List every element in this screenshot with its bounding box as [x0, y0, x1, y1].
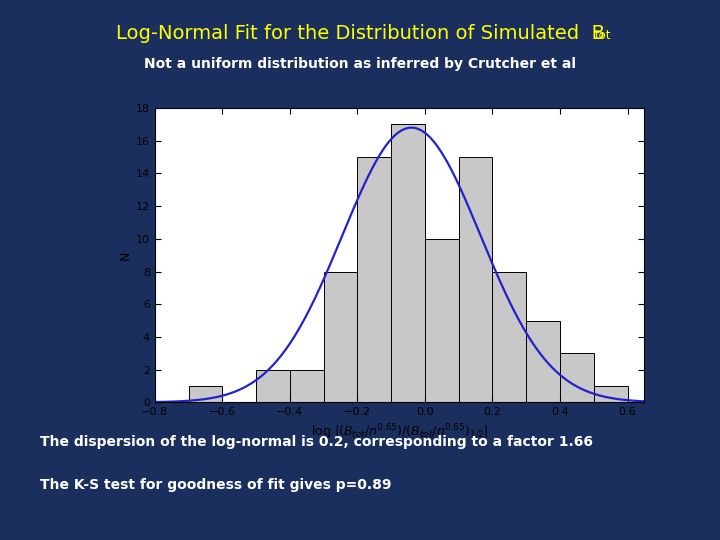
Bar: [560, 353, 594, 402]
Text: Log-Normal Fit for the Distribution of Simulated  B: Log-Normal Fit for the Distribution of S…: [115, 24, 605, 43]
Bar: [391, 124, 425, 402]
Bar: [492, 272, 526, 402]
X-axis label: log $|(B_{tot}/n^{0.65})/(B_{tot}/n^{0.65})_{1/2}|$: log $|(B_{tot}/n^{0.65})/(B_{tot}/n^{0.6…: [311, 423, 488, 442]
Text: tot: tot: [595, 29, 611, 42]
Text: The K-S test for goodness of fit gives p=0.89: The K-S test for goodness of fit gives p…: [40, 478, 391, 492]
Y-axis label: N: N: [119, 251, 132, 260]
Text: The dispersion of the log-normal is 0.2, corresponding to a factor 1.66: The dispersion of the log-normal is 0.2,…: [40, 435, 593, 449]
Bar: [425, 239, 459, 402]
Bar: [357, 157, 391, 402]
Bar: [256, 369, 290, 402]
Bar: [290, 369, 323, 402]
Bar: [594, 386, 628, 402]
Bar: [526, 321, 560, 402]
Bar: [459, 157, 492, 402]
Bar: [323, 272, 357, 402]
Bar: [189, 386, 222, 402]
Text: Not a uniform distribution as inferred by Crutcher et al: Not a uniform distribution as inferred b…: [144, 57, 576, 71]
